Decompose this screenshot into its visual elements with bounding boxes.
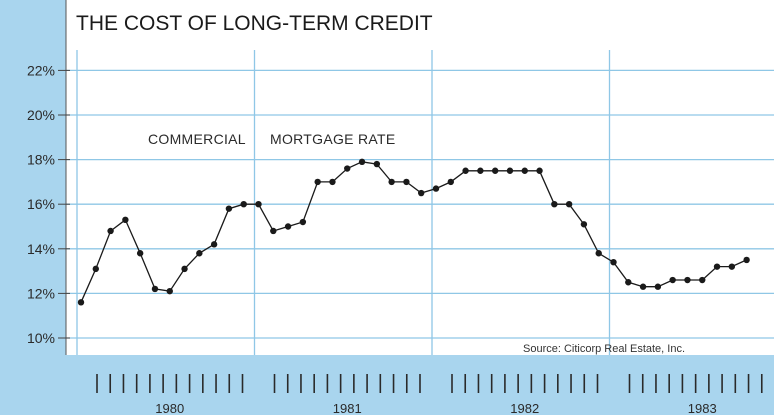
data-point [610, 258, 617, 266]
data-point [595, 250, 602, 257]
y-tick-label: 22% [27, 62, 55, 78]
data-point [299, 218, 307, 226]
data-point [240, 201, 247, 208]
data-point [447, 178, 454, 186]
data-point [743, 256, 750, 264]
x-tick-label: 1980 [155, 401, 184, 415]
data-point [699, 276, 706, 284]
data-point [77, 299, 85, 306]
data-point [225, 205, 233, 212]
data-point [358, 158, 366, 166]
y-tick-label: 16% [27, 196, 55, 212]
data-point [166, 287, 173, 295]
data-point [506, 167, 514, 174]
y-tick-label: 14% [27, 241, 55, 257]
data-point [418, 189, 425, 197]
y-axis: 10% 12% 14% 16% 18% 20% 22% [27, 62, 70, 346]
data-point [625, 279, 632, 286]
data-point [107, 227, 114, 235]
data-point [654, 283, 662, 290]
title-banner [66, 0, 774, 52]
data-point [210, 241, 218, 248]
y-tick-label: 10% [27, 330, 55, 346]
data-point [491, 167, 499, 174]
data-point [551, 201, 558, 208]
x-tick-label: 1981 [333, 401, 362, 415]
grid [65, 0, 774, 355]
data-point [329, 178, 336, 186]
data-point [432, 185, 440, 192]
source-note: Source: Citicorp Real Estate, Inc. [523, 343, 685, 355]
data-point [122, 216, 129, 224]
x-tick-label: 1982 [510, 401, 539, 415]
x-tick-label: 1983 [688, 401, 717, 415]
data-point [373, 160, 381, 168]
data-point [639, 283, 647, 290]
data-point [151, 285, 159, 293]
data-point [728, 263, 736, 270]
x-axis: 1980 1981 1982 1983 [96, 374, 763, 415]
data-point [565, 201, 573, 208]
data-point [196, 250, 203, 257]
data-point [255, 201, 262, 208]
y-tick-label: 20% [27, 107, 55, 123]
y-tick-label: 12% [27, 285, 55, 301]
y-tick-label: 18% [27, 152, 55, 168]
data-point [580, 221, 588, 228]
data-point [669, 276, 676, 284]
series-line [80, 161, 747, 303]
data-point [403, 178, 410, 186]
data-point [284, 223, 292, 230]
data-point [477, 167, 484, 174]
data-point [536, 167, 543, 174]
annotation-commercial: COMMERCIAL [148, 131, 246, 147]
data-point [92, 265, 99, 273]
data-point [388, 178, 395, 186]
chart-title: THE COST OF LONG-TERM CREDIT [76, 12, 433, 35]
data-point [521, 167, 528, 174]
data-point [314, 178, 321, 186]
data-point [270, 227, 277, 235]
plot-background [66, 0, 774, 355]
data-point [181, 265, 188, 273]
series-commercial-mortgage-rate [77, 158, 750, 306]
data-point [684, 276, 691, 284]
data-point [136, 250, 144, 257]
data-point [462, 167, 469, 174]
data-point [713, 263, 721, 270]
annotation-mortgage-rate: MORTGAGE RATE [270, 131, 396, 147]
data-point [344, 165, 351, 172]
